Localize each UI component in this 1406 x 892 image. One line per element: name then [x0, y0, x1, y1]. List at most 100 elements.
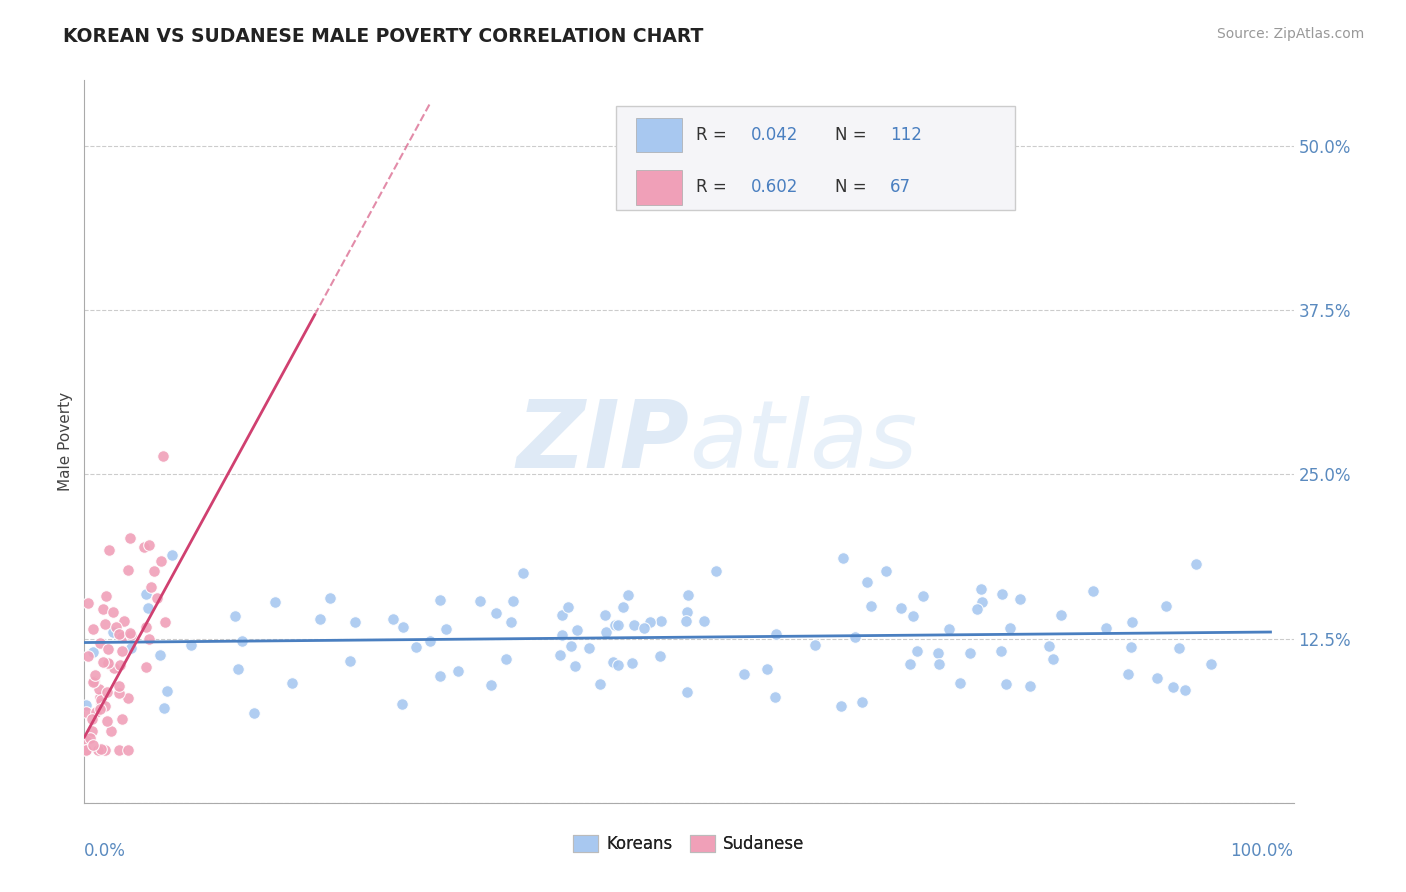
Point: [1050, 608, 1073, 623]
Point: [111, 630, 134, 644]
Point: [139, 580, 162, 594]
Point: [90, 741, 112, 756]
Point: [146, 591, 169, 606]
Point: [76, 596, 98, 610]
Point: [1116, 667, 1139, 681]
Point: [468, 594, 491, 608]
Point: [617, 588, 640, 602]
Point: [479, 678, 502, 692]
Point: [226, 662, 249, 676]
Point: [907, 644, 929, 658]
Point: [79, 731, 101, 746]
Point: [832, 551, 855, 566]
Text: R =: R =: [696, 126, 733, 144]
Point: [495, 652, 517, 666]
Point: [111, 644, 134, 658]
Point: [382, 612, 405, 626]
Point: [429, 593, 451, 607]
Point: [156, 684, 179, 698]
Point: [138, 538, 160, 552]
Point: [77, 648, 100, 663]
Point: [89, 702, 111, 716]
Point: [901, 608, 924, 623]
Point: [107, 679, 129, 693]
Point: [1095, 622, 1118, 636]
Point: [107, 627, 129, 641]
Point: [83, 668, 105, 682]
Point: [1038, 640, 1060, 654]
Point: [928, 657, 950, 671]
Legend: Koreans, Sudanese: Koreans, Sudanese: [567, 828, 811, 860]
Point: [94, 743, 117, 757]
Point: [1121, 615, 1143, 629]
Point: [995, 677, 1018, 691]
Point: [90, 696, 112, 710]
Point: [1199, 657, 1222, 671]
Point: [281, 676, 304, 690]
Point: [243, 706, 266, 720]
Point: [103, 661, 125, 675]
Point: [990, 644, 1012, 658]
Point: [557, 599, 579, 614]
Point: [1184, 557, 1206, 571]
Point: [264, 595, 287, 609]
Point: [98, 657, 121, 671]
Point: [405, 640, 427, 655]
Point: [150, 554, 173, 568]
Point: [578, 641, 600, 656]
Point: [595, 625, 617, 640]
Point: [830, 699, 852, 714]
Point: [111, 712, 134, 726]
Point: [319, 591, 342, 606]
Point: [135, 587, 157, 601]
Point: [339, 654, 361, 668]
Point: [153, 615, 176, 630]
Point: [96, 590, 118, 604]
Point: [959, 646, 981, 660]
Point: [638, 615, 661, 629]
Point: [87, 681, 110, 696]
FancyBboxPatch shape: [636, 118, 682, 153]
Text: 67: 67: [890, 178, 911, 196]
Point: [100, 723, 122, 738]
Point: [855, 574, 877, 589]
Point: [675, 684, 697, 698]
Point: [135, 620, 157, 634]
Point: [648, 649, 671, 664]
Point: [1146, 671, 1168, 685]
Point: [755, 662, 778, 676]
Point: [1121, 640, 1143, 654]
Point: [111, 630, 134, 644]
Point: [512, 566, 534, 580]
Point: [84, 705, 107, 719]
Point: [966, 602, 988, 616]
Point: [606, 658, 628, 673]
Point: [927, 646, 949, 660]
Point: [589, 677, 612, 691]
FancyBboxPatch shape: [636, 170, 682, 204]
Point: [565, 624, 588, 638]
Point: [135, 660, 157, 674]
Point: [911, 590, 934, 604]
Point: [548, 648, 571, 663]
Point: [97, 656, 120, 670]
Point: [90, 692, 112, 706]
Point: [1167, 641, 1189, 656]
Point: [621, 656, 644, 670]
Point: [153, 701, 176, 715]
Point: [765, 627, 787, 641]
Point: [82, 645, 104, 659]
Point: [551, 608, 574, 623]
Text: 0.042: 0.042: [751, 126, 799, 144]
Point: [82, 712, 104, 726]
Point: [1154, 599, 1177, 613]
Point: [419, 634, 441, 648]
Point: [224, 609, 246, 624]
Point: [499, 615, 522, 630]
Point: [612, 599, 634, 614]
Point: [75, 698, 97, 712]
Point: [108, 658, 131, 673]
Text: R =: R =: [696, 178, 733, 196]
Point: [602, 655, 624, 669]
Point: [120, 531, 142, 545]
